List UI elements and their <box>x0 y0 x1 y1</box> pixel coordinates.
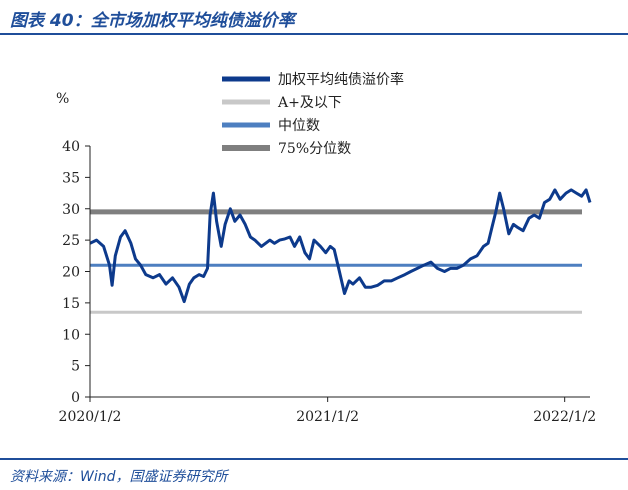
weighted-premium-series-line <box>89 188 592 304</box>
x-tick-label: 2021/1/2 <box>296 409 359 425</box>
figure-title: 图表 40：全市场加权平均纯债溢价率 <box>10 11 295 31</box>
y-tick-label: 35 <box>62 170 80 186</box>
reference-lines <box>90 209 582 314</box>
x-axis-ticks: 2020/1/2 2021/1/2 2022/1/2 <box>59 397 596 425</box>
y-tick-label: 5 <box>71 359 80 375</box>
x-tick-label: 2022/1/2 <box>533 409 596 425</box>
y-tick-label: 40 <box>62 139 80 155</box>
legend-item-median-label: 中位数 <box>278 118 320 134</box>
y-tick-label: 10 <box>62 327 80 343</box>
y-tick-label: 0 <box>71 390 80 406</box>
y-tick-label: 15 <box>62 296 80 312</box>
y-axis-ticks: 0 5 10 15 20 25 30 35 40 <box>62 139 90 406</box>
source-note: 资料来源：Wind，国盛证券研究所 <box>10 469 228 485</box>
axes <box>89 146 590 398</box>
y-tick-label: 25 <box>62 233 80 249</box>
source-divider <box>0 458 628 460</box>
legend-item-below-a-label: A+及以下 <box>277 95 342 111</box>
legend-item-p75-label: 75%分位数 <box>278 141 351 157</box>
series-lines <box>89 188 592 304</box>
y-tick-label: 30 <box>62 202 80 218</box>
y-unit-label: % <box>56 91 69 107</box>
title-divider <box>0 33 628 35</box>
y-tick-label: 20 <box>62 265 80 281</box>
x-tick-label: 2020/1/2 <box>59 409 122 425</box>
legend-item-weighted-label: 加权平均纯债溢价率 <box>278 71 404 88</box>
